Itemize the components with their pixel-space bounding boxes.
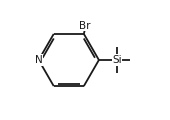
Text: Si: Si xyxy=(112,55,122,65)
Text: N: N xyxy=(35,55,42,65)
Text: Br: Br xyxy=(79,21,91,31)
